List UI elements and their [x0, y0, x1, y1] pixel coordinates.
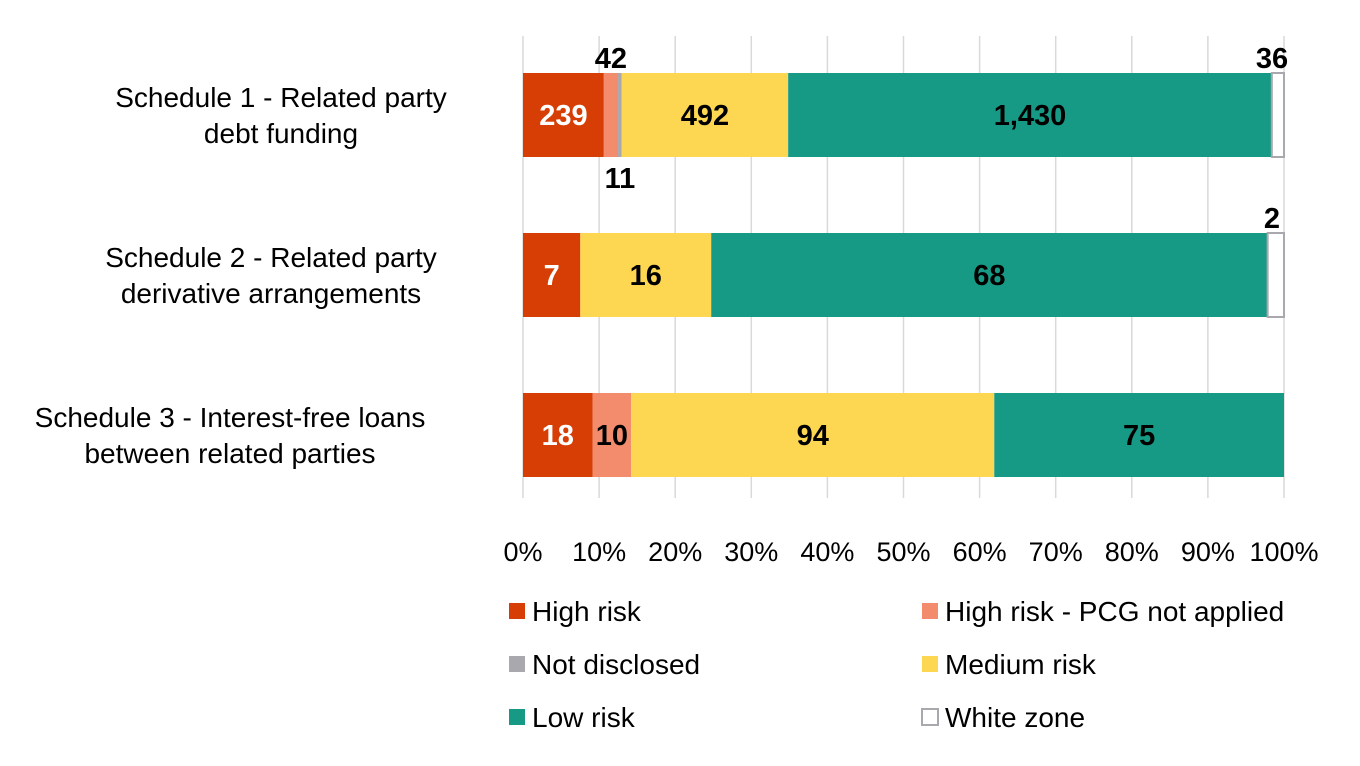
data-label: 2	[1264, 203, 1280, 235]
legend-swatch	[922, 656, 938, 672]
category-label: Schedule 1 - Related party	[115, 82, 447, 113]
x-tick-label: 70%	[1029, 537, 1083, 567]
legend-swatch	[509, 603, 525, 619]
data-label: 7	[544, 260, 560, 292]
data-label: 36	[1256, 43, 1288, 75]
x-tick-label: 50%	[876, 537, 930, 567]
bar-segment	[523, 233, 581, 317]
category-label: derivative arrangements	[121, 278, 421, 309]
bar-segment	[994, 393, 1284, 477]
legend-label: High risk	[532, 596, 642, 627]
category-label: between related parties	[84, 438, 375, 469]
category-label: debt funding	[204, 118, 358, 149]
legend-label: Medium risk	[945, 649, 1097, 680]
x-tick-label: 10%	[572, 537, 626, 567]
bar-segment	[631, 393, 995, 477]
data-label: 68	[973, 260, 1005, 292]
x-tick-label: 100%	[1249, 537, 1318, 567]
x-tick-label: 20%	[648, 537, 702, 567]
bar-segment	[603, 73, 619, 157]
category-label: Schedule 3 - Interest-free loans	[35, 402, 426, 433]
legend-swatch	[922, 603, 938, 619]
bar-segment	[788, 73, 1272, 157]
x-tick-label: 60%	[953, 537, 1007, 567]
data-label: 1,430	[994, 100, 1067, 132]
legend-label: High risk - PCG not applied	[945, 596, 1284, 627]
bar-segment	[621, 73, 789, 157]
data-label: 94	[797, 420, 829, 452]
category-label: Schedule 2 - Related party	[105, 242, 437, 273]
x-axis-tick-labels: 0% 10% 20% 30% 40% 50% 60% 70% 80% 90% 100%	[503, 537, 1318, 567]
legend-swatch	[921, 708, 939, 726]
data-label: 239	[539, 100, 587, 132]
data-label: 75	[1123, 420, 1155, 452]
legend-label: White zone	[945, 702, 1085, 733]
bars-group	[523, 72, 1285, 477]
legend-swatch	[509, 656, 525, 672]
legend-label: Low risk	[532, 702, 636, 733]
legend-label: Not disclosed	[532, 649, 700, 680]
x-tick-label: 30%	[724, 537, 778, 567]
data-label: 11	[605, 163, 636, 195]
data-label: 492	[681, 100, 729, 132]
data-label: 42	[595, 43, 627, 75]
data-label: 18	[542, 420, 574, 452]
bar-segment	[592, 393, 632, 477]
bar-segment	[580, 233, 712, 317]
data-label: 16	[630, 260, 662, 292]
x-tick-label: 40%	[800, 537, 854, 567]
x-tick-label: 90%	[1181, 537, 1235, 567]
bar-segment	[523, 73, 604, 157]
bar-segment	[711, 233, 1268, 317]
bar-segment	[1266, 232, 1285, 318]
legend: High risk High risk - PCG not applied Not …	[509, 596, 1284, 733]
bar-segment	[523, 393, 593, 477]
bar-segment	[618, 73, 622, 157]
legend-swatch	[509, 709, 525, 725]
data-label: 10	[596, 420, 628, 452]
bar-segment	[1270, 72, 1285, 158]
x-tick-label: 0%	[503, 537, 542, 567]
category-labels: Schedule 1 - Related party debt funding Sc…	[35, 82, 447, 469]
x-tick-label: 80%	[1105, 537, 1159, 567]
